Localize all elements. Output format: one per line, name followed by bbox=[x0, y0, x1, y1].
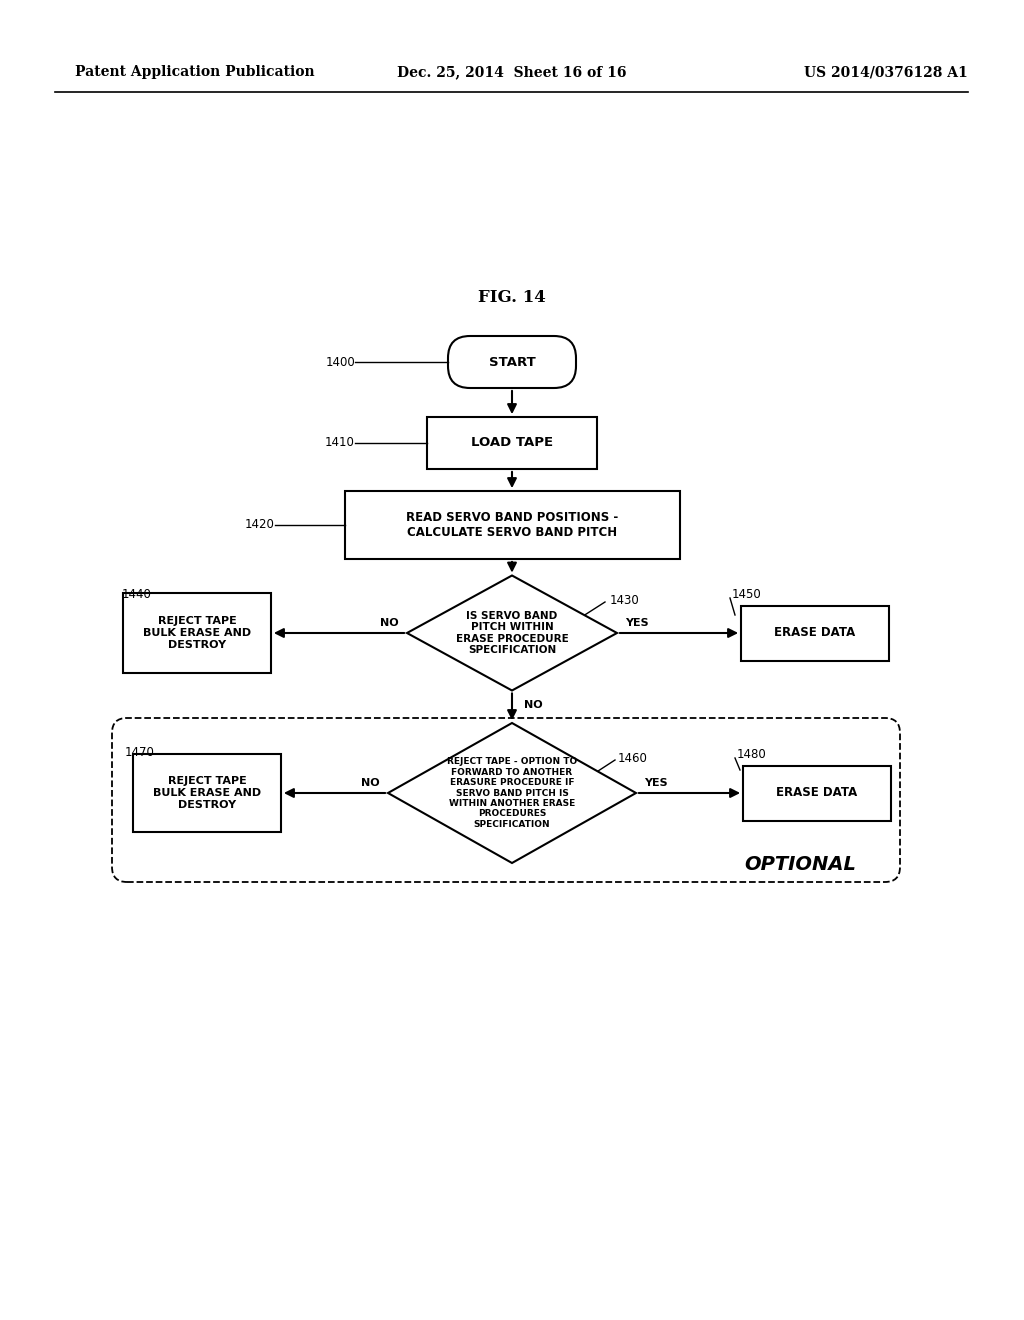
Text: FIG. 14: FIG. 14 bbox=[478, 289, 546, 306]
Text: YES: YES bbox=[625, 618, 648, 628]
Text: IS SERVO BAND
PITCH WITHIN
ERASE PROCEDURE
SPECIFICATION: IS SERVO BAND PITCH WITHIN ERASE PROCEDU… bbox=[456, 611, 568, 656]
Text: START: START bbox=[488, 355, 536, 368]
Text: Patent Application Publication: Patent Application Publication bbox=[75, 65, 314, 79]
Text: REJECT TAPE - OPTION TO
FORWARD TO ANOTHER
ERASURE PROCEDURE IF
SERVO BAND PITCH: REJECT TAPE - OPTION TO FORWARD TO ANOTH… bbox=[446, 758, 578, 829]
Text: Dec. 25, 2014  Sheet 16 of 16: Dec. 25, 2014 Sheet 16 of 16 bbox=[397, 65, 627, 79]
Text: 1450: 1450 bbox=[732, 589, 762, 602]
Bar bbox=[743, 766, 891, 821]
Text: ERASE DATA: ERASE DATA bbox=[776, 787, 858, 800]
Text: NO: NO bbox=[361, 777, 380, 788]
Text: REJECT TAPE
BULK ERASE AND
DESTROY: REJECT TAPE BULK ERASE AND DESTROY bbox=[143, 616, 251, 649]
FancyBboxPatch shape bbox=[112, 718, 900, 882]
Text: OPTIONAL: OPTIONAL bbox=[744, 854, 856, 874]
Text: 1410: 1410 bbox=[326, 437, 355, 450]
Bar bbox=[741, 606, 889, 660]
Text: NO: NO bbox=[524, 701, 543, 710]
Bar bbox=[427, 417, 597, 469]
Text: YES: YES bbox=[644, 777, 668, 788]
Text: 1480: 1480 bbox=[737, 748, 767, 762]
Text: LOAD TAPE: LOAD TAPE bbox=[471, 437, 553, 450]
FancyBboxPatch shape bbox=[449, 337, 575, 388]
Bar bbox=[133, 754, 281, 832]
Text: 1460: 1460 bbox=[618, 751, 648, 764]
Text: REJECT TAPE
BULK ERASE AND
DESTROY: REJECT TAPE BULK ERASE AND DESTROY bbox=[153, 776, 261, 809]
Text: 1400: 1400 bbox=[326, 355, 355, 368]
Text: 1430: 1430 bbox=[610, 594, 640, 606]
Bar bbox=[123, 593, 271, 673]
Text: 1470: 1470 bbox=[125, 747, 155, 759]
Polygon shape bbox=[407, 576, 617, 690]
Text: 1440: 1440 bbox=[122, 589, 152, 602]
Text: 1420: 1420 bbox=[245, 519, 275, 532]
Text: NO: NO bbox=[380, 618, 399, 628]
Text: READ SERVO BAND POSITIONS -
CALCULATE SERVO BAND PITCH: READ SERVO BAND POSITIONS - CALCULATE SE… bbox=[406, 511, 618, 539]
Polygon shape bbox=[388, 723, 636, 863]
Bar bbox=[344, 491, 680, 558]
Text: ERASE DATA: ERASE DATA bbox=[774, 627, 856, 639]
Text: US 2014/0376128 A1: US 2014/0376128 A1 bbox=[804, 65, 968, 79]
